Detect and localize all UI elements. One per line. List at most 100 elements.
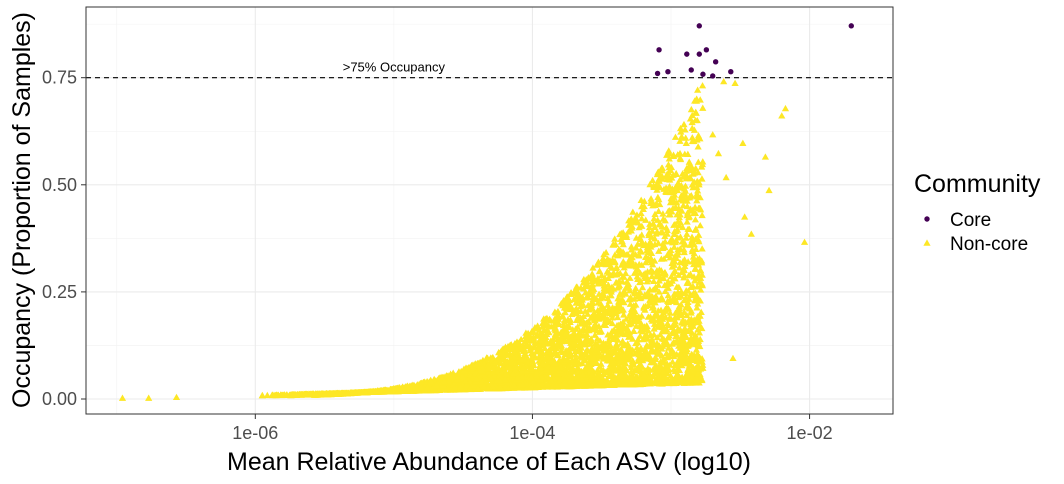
- noncore-point: [667, 272, 676, 280]
- core-point: [700, 71, 706, 77]
- noncore-point: [642, 302, 650, 310]
- noncore-point: [625, 373, 634, 380]
- noncore-point: [573, 305, 581, 313]
- y-tick-label: 0.50: [42, 175, 77, 195]
- noncore-point: [572, 373, 580, 381]
- plot-background: [86, 7, 893, 414]
- noncore-point: [474, 385, 482, 392]
- noncore-point: [504, 384, 512, 391]
- noncore-point: [461, 377, 470, 384]
- noncore-point: [595, 267, 604, 274]
- noncore-point: [761, 153, 770, 160]
- noncore-point: [681, 182, 690, 189]
- noncore-point: [482, 378, 490, 385]
- noncore-point: [582, 327, 590, 334]
- noncore-point: [679, 223, 687, 231]
- noncore-point: [502, 370, 510, 377]
- noncore-point: [577, 307, 585, 314]
- noncore-point: [646, 313, 655, 320]
- noncore-point: [667, 372, 675, 379]
- noncore-point: [672, 227, 680, 235]
- noncore-point: [566, 316, 575, 323]
- noncore-point: [484, 364, 492, 372]
- y-axis-title: Occupancy (Proportion of Samples): [8, 12, 36, 408]
- noncore-point: [461, 385, 470, 393]
- noncore-point: [690, 167, 698, 174]
- noncore-point: [660, 255, 668, 262]
- noncore-point: [601, 274, 609, 281]
- noncore-point: [683, 202, 691, 210]
- noncore-point: [593, 296, 601, 303]
- noncore-point: [566, 343, 574, 350]
- noncore-point: [642, 330, 650, 337]
- noncore-point: [686, 164, 694, 171]
- noncore-point: [651, 210, 659, 217]
- noncore-point: [660, 323, 668, 331]
- noncore-point: [627, 253, 635, 261]
- noncore-point: [568, 356, 576, 363]
- noncore-point: [581, 289, 590, 296]
- noncore-point: [617, 371, 625, 378]
- noncore-point: [694, 370, 702, 377]
- noncore-point: [642, 349, 650, 356]
- noncore-point: [680, 189, 689, 196]
- noncore-point: [450, 384, 458, 392]
- noncore-point: [547, 337, 555, 344]
- noncore-point: [688, 181, 696, 188]
- noncore-point: [664, 284, 672, 291]
- noncore-point: [553, 341, 561, 349]
- noncore-point: [693, 304, 701, 311]
- noncore-point: [676, 349, 685, 357]
- noncore-point: [619, 380, 627, 387]
- noncore-point: [604, 281, 612, 288]
- noncore-point: [664, 278, 672, 285]
- threshold-label: >75% Occupancy: [343, 60, 446, 75]
- noncore-point: [494, 367, 502, 375]
- noncore-point: [595, 371, 603, 378]
- noncore-point: [462, 364, 470, 371]
- noncore-point: [418, 379, 426, 387]
- noncore-point: [442, 386, 450, 393]
- noncore-point: [698, 175, 706, 182]
- noncore-point: [658, 223, 666, 230]
- noncore-point: [638, 231, 646, 238]
- noncore-point: [658, 376, 666, 383]
- noncore-point: [664, 161, 673, 168]
- noncore-point: [626, 317, 634, 324]
- noncore-point: [687, 283, 695, 291]
- legend-noncore-key: [923, 239, 931, 246]
- noncore-point: [671, 296, 680, 303]
- noncore-point: [626, 352, 634, 359]
- noncore-point: [657, 294, 665, 301]
- legend: Community Core Non-core: [914, 170, 1041, 255]
- noncore-point: [573, 323, 582, 330]
- noncore-point: [629, 208, 637, 215]
- noncore-point: [682, 354, 690, 362]
- noncore-point: [683, 279, 691, 286]
- noncore-point: [614, 345, 622, 352]
- noncore-point: [666, 361, 674, 368]
- noncore-point: [605, 269, 613, 276]
- noncore-point: [659, 210, 667, 217]
- noncore-point: [614, 353, 622, 361]
- noncore-point: [556, 363, 564, 371]
- noncore-point: [561, 330, 569, 337]
- noncore-point: [415, 387, 423, 394]
- noncore-point: [694, 143, 702, 150]
- noncore-point: [687, 320, 695, 328]
- noncore-point: [382, 386, 390, 393]
- noncore-point: [632, 284, 640, 292]
- x-axis-title: Mean Relative Abundance of Each ASV (log…: [227, 448, 751, 476]
- noncore-point: [541, 315, 549, 323]
- noncore-point: [608, 319, 616, 327]
- noncore-point: [608, 304, 617, 311]
- noncore-point: [624, 280, 633, 287]
- noncore-point: [604, 305, 613, 312]
- noncore-point: [694, 261, 703, 268]
- noncore-point: [658, 228, 666, 235]
- noncore-point: [397, 386, 405, 394]
- noncore-point: [605, 367, 614, 375]
- noncore-point: [532, 348, 540, 355]
- noncore-point: [639, 356, 647, 364]
- noncore-point: [680, 256, 689, 263]
